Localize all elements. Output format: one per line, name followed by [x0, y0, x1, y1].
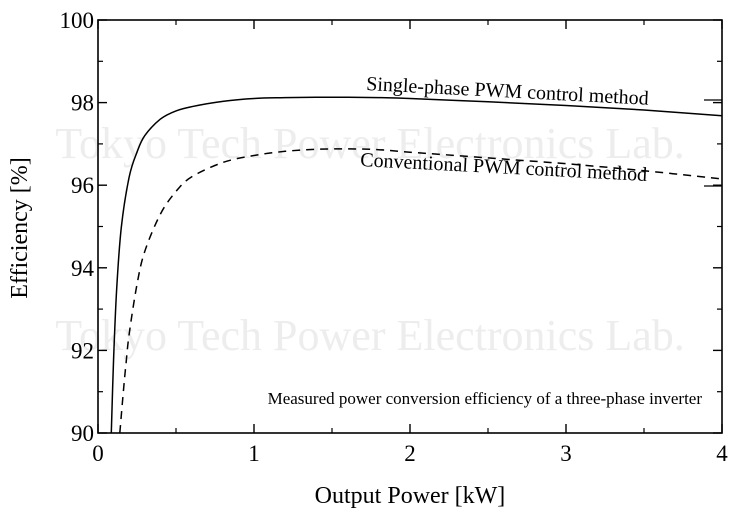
x-tick-label: 1	[248, 441, 260, 466]
watermark-text-lower: Tokyo Tech Power Electronics Lab.	[55, 311, 685, 360]
y-tick-label: 100	[60, 8, 95, 33]
x-tick-label: 4	[716, 441, 728, 466]
x-tick-label: 2	[404, 441, 416, 466]
y-axis-title: Efficiency [%]	[7, 157, 33, 298]
y-tick-label: 96	[71, 173, 94, 198]
watermark-text-upper: Tokyo Tech Power Electronics Lab.	[55, 119, 685, 168]
y-tick-label: 92	[71, 338, 94, 363]
series-label-single-phase: Single-phase PWM control method	[366, 73, 649, 110]
series-line-conventional	[119, 148, 723, 434]
series-line-single-phase	[110, 96, 723, 434]
watermark-layer: Tokyo Tech Power Electronics Lab. Tokyo …	[55, 119, 685, 360]
x-axis-title: Output Power [kW]	[315, 483, 506, 509]
series-layer	[110, 96, 723, 434]
x-tick-label: 3	[560, 441, 572, 466]
y-tick-label: 94	[71, 256, 95, 281]
x-tick-label: 0	[92, 441, 104, 466]
caption-annotation: Measured power conversion efficiency of …	[268, 389, 703, 408]
y-tick-label: 90	[71, 421, 94, 446]
ticks-layer: 0 1 2 3 4 90 92 94 96 98 100	[60, 8, 729, 466]
y-tick-label: 98	[71, 91, 94, 116]
